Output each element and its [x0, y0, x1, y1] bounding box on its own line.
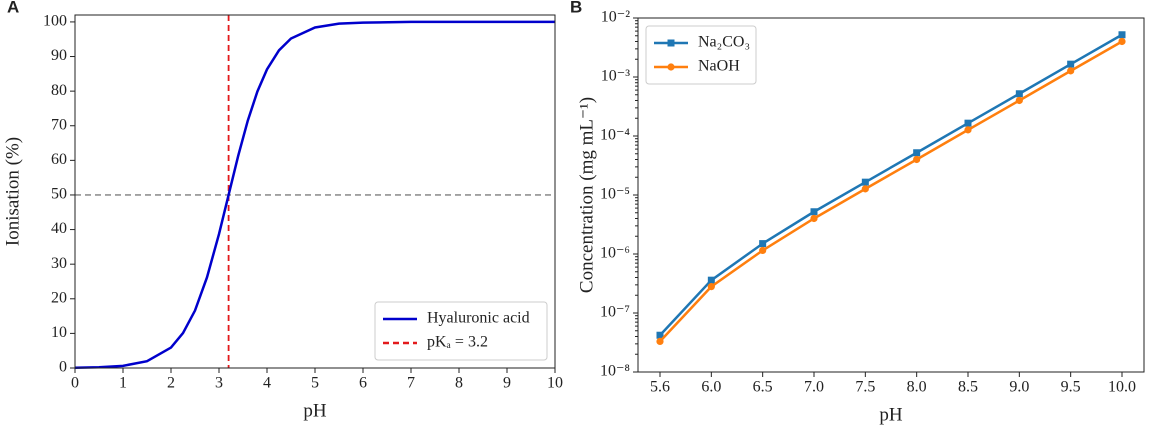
x-tick-label: 8: [455, 375, 463, 392]
x-tick-label: 6.0: [701, 379, 721, 396]
x-tick-label: 4: [263, 375, 271, 392]
plot-frame: [74, 14, 556, 369]
y-tick-label: 60: [51, 151, 67, 168]
x-tick-label: 6: [359, 375, 367, 392]
series-line: [659, 33, 1123, 337]
marker: [964, 126, 972, 134]
y-tick-label: 10⁻³: [601, 68, 630, 85]
marker: [964, 119, 972, 127]
marker: [707, 283, 715, 291]
series-line: [74, 20, 555, 370]
legend-marker: [667, 39, 675, 47]
x-tick-label: 0: [71, 375, 79, 392]
panel: A 0 10 20 30 40 50 60 70 80 90 100 0 1 2 3 4 5 6 7 8 9 10 pH Ion…: [2, 0, 563, 421]
y-tick-label: 90: [51, 47, 67, 64]
marker: [1118, 31, 1126, 39]
legend-marker: [667, 63, 675, 71]
marker: [810, 214, 818, 223]
x-tick-label: 5: [311, 375, 319, 392]
legend: Na₂CO₃ NaOH: [645, 25, 757, 85]
legend-box: [374, 301, 548, 361]
y-tick-label: 50: [51, 186, 67, 203]
marker: [913, 149, 921, 157]
x-axis-label: pH: [879, 404, 903, 425]
x-tick-label: 9.0: [1009, 379, 1029, 396]
marker: [810, 208, 818, 216]
y-tick-label: 10: [51, 324, 67, 341]
marker: [1067, 67, 1075, 75]
y-tick-label: 100: [43, 13, 67, 30]
panel: B 10⁻⁸ 10⁻⁷ 10⁻⁶ 10⁻⁵ 10⁻⁴ 10⁻³ 10⁻² 5.6 6.0 6.5 7.…: [570, 0, 1145, 425]
series-line: [659, 40, 1123, 343]
y-tick-label: 10⁻⁶: [600, 245, 630, 262]
x-tick-label: 9.5: [1061, 379, 1081, 396]
y-tick-label: 70: [51, 116, 67, 133]
x-tick-label: 8.0: [907, 379, 927, 396]
y-tick-label: 30: [51, 255, 67, 272]
y-tick-label: 40: [51, 220, 67, 237]
panel-label: B: [570, 0, 582, 16]
x-tick-label: 6.5: [753, 379, 773, 396]
y-tick-label: 10⁻⁷: [600, 304, 630, 321]
x-tick-label: 8.5: [958, 379, 978, 396]
marker: [656, 331, 664, 339]
y-tick-label: 10⁻²: [601, 9, 630, 26]
panel-label: A: [7, 0, 19, 16]
x-tick-label: 7.5: [855, 379, 875, 396]
marker: [759, 246, 767, 255]
legend-label: Na₂CO₃: [698, 34, 750, 51]
x-tick-label: 2: [167, 375, 175, 392]
y-tick-label: 80: [51, 82, 67, 99]
x-tick-label: 3: [215, 375, 223, 392]
x-tick-label: 10: [547, 375, 563, 392]
y-axis-label: Ionisation (%): [2, 137, 23, 246]
y-tick-label: 10⁻⁵: [600, 186, 630, 203]
x-tick-label: 7: [407, 375, 415, 392]
marker: [1118, 37, 1126, 46]
marker: [913, 155, 921, 164]
marker: [861, 178, 869, 186]
marker: [656, 337, 664, 346]
x-tick-label: 5.6: [650, 379, 670, 396]
y-axis-label: Concentration (mg mL⁻¹): [576, 97, 597, 293]
marker: [707, 276, 715, 284]
y-tick-label: 20: [51, 289, 67, 306]
x-tick-label: 7.0: [804, 379, 824, 396]
marker: [759, 240, 767, 248]
y-tick-label: 10⁻⁴: [600, 127, 630, 144]
legend-label: pKₐ = 3.2: [427, 334, 488, 351]
marker: [1067, 60, 1075, 68]
legend: Hyaluronic acid pKₐ = 3.2: [374, 301, 548, 361]
legend-label: NaOH: [698, 58, 740, 75]
legend-label: Hyaluronic acid: [427, 310, 530, 327]
x-tick-label: 10.0: [1108, 379, 1136, 396]
y-tick-label: 10⁻⁸: [600, 363, 630, 380]
x-axis-label: pH: [303, 400, 327, 421]
x-tick-label: 9: [503, 375, 511, 392]
marker: [1015, 90, 1023, 98]
plot-frame: [637, 17, 1145, 373]
x-tick-label: 1: [119, 375, 127, 392]
marker: [1015, 96, 1023, 105]
marker: [861, 185, 869, 193]
y-tick-label: 0: [59, 359, 67, 376]
